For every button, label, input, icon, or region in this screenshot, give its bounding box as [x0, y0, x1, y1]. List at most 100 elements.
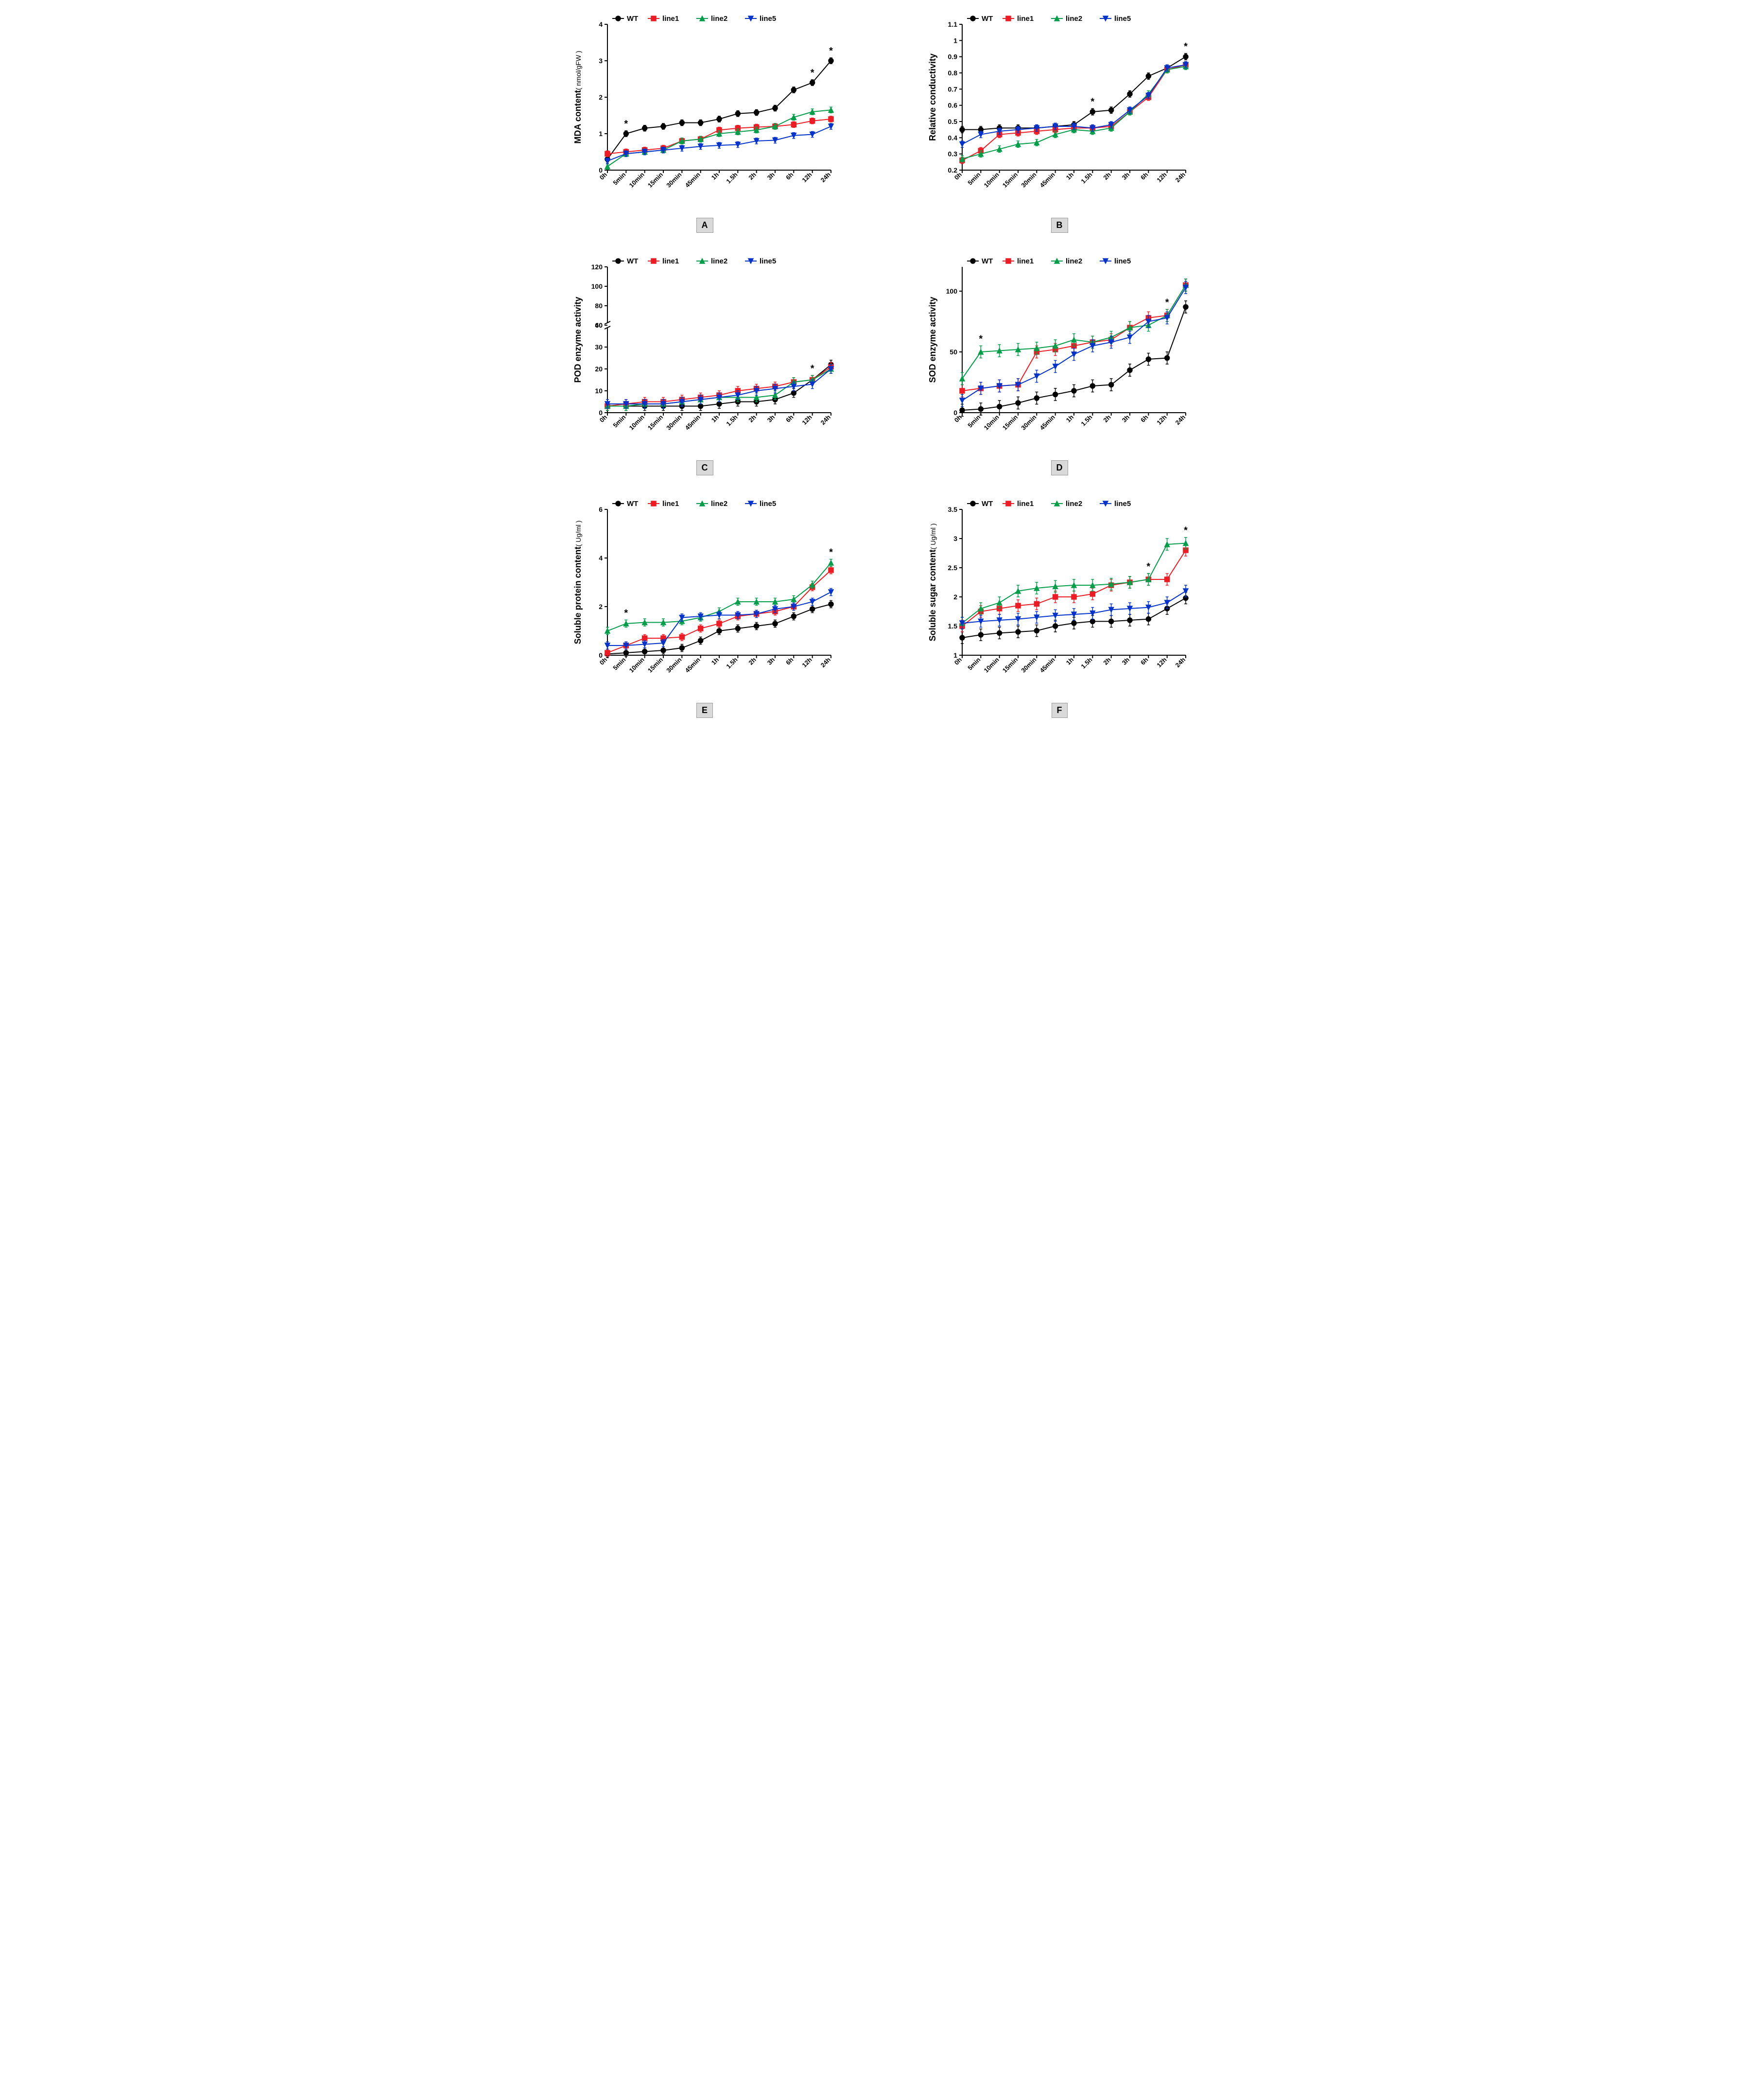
svg-text:*: * [1184, 525, 1188, 536]
svg-text:45min: 45min [1038, 656, 1056, 674]
svg-text:line5: line5 [760, 500, 776, 508]
svg-text:10min: 10min [983, 171, 1001, 189]
svg-text:6h: 6h [1139, 656, 1149, 666]
svg-text:5min: 5min [611, 656, 627, 671]
chart-panel-F: 11.522.533.50h5min10min15min30min45min1h… [897, 495, 1222, 718]
svg-text:30: 30 [595, 343, 603, 351]
panel-label-E: E [696, 703, 713, 718]
svg-text:0.4: 0.4 [948, 134, 958, 141]
svg-text:1.5h: 1.5h [725, 656, 739, 670]
svg-text:line2: line2 [1066, 15, 1082, 23]
svg-text:120: 120 [591, 263, 603, 271]
svg-text:*: * [1184, 41, 1188, 52]
svg-text:12h: 12h [1155, 656, 1168, 668]
svg-text:24h: 24h [819, 413, 832, 426]
svg-text:2h: 2h [747, 656, 757, 666]
svg-text:1h: 1h [1065, 656, 1075, 666]
svg-text:*: * [829, 547, 833, 558]
svg-text:line5: line5 [760, 257, 776, 265]
svg-text:*: * [979, 334, 983, 345]
svg-text:line5: line5 [1114, 500, 1131, 508]
svg-text:3h: 3h [766, 656, 776, 666]
svg-text:5min: 5min [966, 656, 982, 671]
svg-text:24h: 24h [1174, 413, 1187, 426]
svg-text:12h: 12h [800, 656, 813, 668]
svg-text:1.5h: 1.5h [1079, 656, 1093, 670]
svg-text:Soluble sugar content( Ug/ml ): Soluble sugar content( Ug/ml ) [928, 523, 937, 642]
svg-text:line1: line1 [662, 500, 679, 508]
svg-text:100: 100 [946, 287, 958, 295]
svg-text:5min: 5min [966, 413, 982, 429]
svg-text:1: 1 [599, 130, 603, 138]
chart-panel-C: 01020304060801001200h5min10min15min30min… [542, 252, 867, 475]
svg-text:12h: 12h [1155, 171, 1168, 183]
svg-text:10min: 10min [628, 413, 646, 431]
svg-text:MDA content( nmol/gFW ): MDA content( nmol/gFW ) [573, 51, 583, 143]
svg-text:2h: 2h [747, 171, 757, 181]
svg-text:line5: line5 [1114, 257, 1131, 265]
chart-svg-E: 02460h5min10min15min30min45min1h1.5h2h3h… [569, 495, 841, 699]
svg-text:3: 3 [599, 57, 603, 65]
chart-panel-B: 0.20.30.40.50.60.70.80.911.10h5min10min1… [897, 10, 1222, 233]
svg-text:line5: line5 [1114, 15, 1131, 23]
svg-text:2: 2 [599, 93, 603, 101]
svg-text:WT: WT [982, 15, 993, 23]
svg-text:12h: 12h [800, 413, 813, 426]
svg-text:6h: 6h [1139, 171, 1149, 181]
svg-text:80: 80 [595, 302, 603, 310]
panel-label-A: A [696, 218, 713, 233]
svg-text:*: * [1165, 297, 1169, 308]
svg-text:*: * [829, 46, 833, 56]
svg-text:45min: 45min [684, 413, 702, 431]
panel-label-D: D [1051, 460, 1068, 475]
svg-text:2.5: 2.5 [948, 564, 958, 572]
chart-svg-F: 11.522.533.50h5min10min15min30min45min1h… [923, 495, 1195, 699]
svg-text:24h: 24h [1174, 171, 1187, 183]
svg-text:2h: 2h [1102, 656, 1112, 666]
svg-text:10min: 10min [628, 656, 646, 674]
svg-text:24h: 24h [819, 171, 832, 183]
svg-text:24h: 24h [1174, 656, 1187, 668]
svg-text:0.8: 0.8 [948, 69, 958, 77]
svg-text:*: * [624, 608, 628, 619]
svg-text:3h: 3h [1121, 656, 1131, 666]
svg-text:2: 2 [953, 593, 957, 601]
svg-text:6: 6 [599, 506, 603, 513]
svg-text:1h: 1h [1065, 171, 1075, 181]
svg-text:50: 50 [950, 348, 957, 356]
svg-text:15min: 15min [646, 413, 664, 431]
panel-label-C: C [696, 460, 713, 475]
svg-text:30min: 30min [1020, 171, 1038, 189]
svg-text:15min: 15min [646, 656, 664, 674]
chart-svg-A: 012340h5min10min15min30min45min1h1.5h2h3… [569, 10, 841, 214]
svg-text:30min: 30min [1020, 656, 1038, 674]
svg-text:30min: 30min [665, 171, 683, 189]
svg-text:line1: line1 [662, 257, 679, 265]
svg-text:line1: line1 [1017, 257, 1034, 265]
svg-text:1.5h: 1.5h [725, 171, 739, 185]
svg-text:line2: line2 [711, 15, 727, 23]
svg-text:4: 4 [599, 20, 603, 28]
svg-text:WT: WT [627, 15, 638, 23]
svg-text:6h: 6h [1139, 413, 1149, 423]
svg-text:3h: 3h [766, 413, 776, 423]
svg-text:line1: line1 [1017, 15, 1034, 23]
svg-text:line5: line5 [760, 15, 776, 23]
svg-text:1h: 1h [710, 656, 720, 666]
svg-text:24h: 24h [819, 656, 832, 668]
svg-text:10min: 10min [983, 413, 1001, 431]
svg-text:line1: line1 [1017, 500, 1034, 508]
svg-text:Soluble protein content( Ug/ml: Soluble protein content( Ug/ml ) [573, 521, 583, 645]
svg-text:15min: 15min [646, 171, 664, 189]
svg-text:*: * [1146, 561, 1150, 572]
svg-text:SOD enzyme activity: SOD enzyme activity [928, 297, 937, 383]
svg-text:1: 1 [953, 36, 957, 44]
svg-text:4: 4 [599, 554, 603, 562]
chart-panel-A: 012340h5min10min15min30min45min1h1.5h2h3… [542, 10, 867, 233]
svg-text:5min: 5min [966, 171, 982, 186]
svg-text:line2: line2 [1066, 257, 1082, 265]
svg-text:1h: 1h [710, 171, 720, 181]
svg-text:1h: 1h [710, 413, 720, 423]
svg-text:0.9: 0.9 [948, 53, 958, 61]
svg-text:0.7: 0.7 [948, 85, 958, 93]
